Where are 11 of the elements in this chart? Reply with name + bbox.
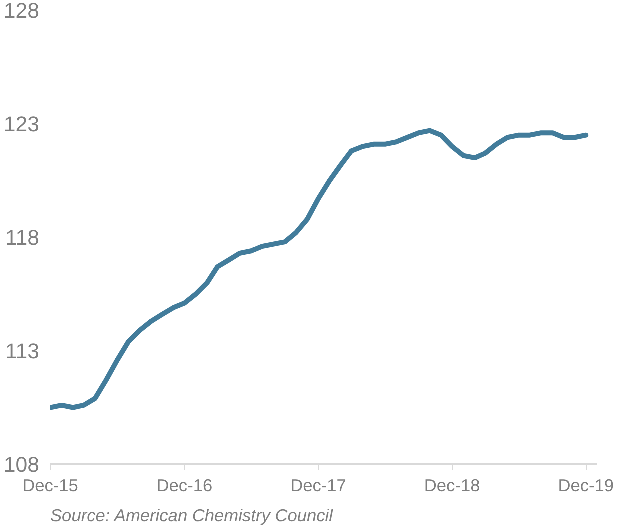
x-tick-label: Dec-17 (290, 476, 346, 496)
y-tick-label: 108 (4, 453, 40, 477)
y-tick-label: 128 (4, 0, 40, 23)
x-tick-label: Dec-15 (22, 476, 78, 496)
x-tick-label: Dec-16 (156, 476, 213, 496)
y-tick-label: 118 (6, 226, 40, 250)
x-tick-label: Dec-18 (424, 476, 480, 496)
source-note: Source: American Chemistry Council (50, 506, 334, 526)
x-tick-label: Dec-19 (558, 476, 614, 496)
y-tick-label: 113 (6, 340, 40, 364)
y-tick-label: 123 (4, 112, 40, 136)
